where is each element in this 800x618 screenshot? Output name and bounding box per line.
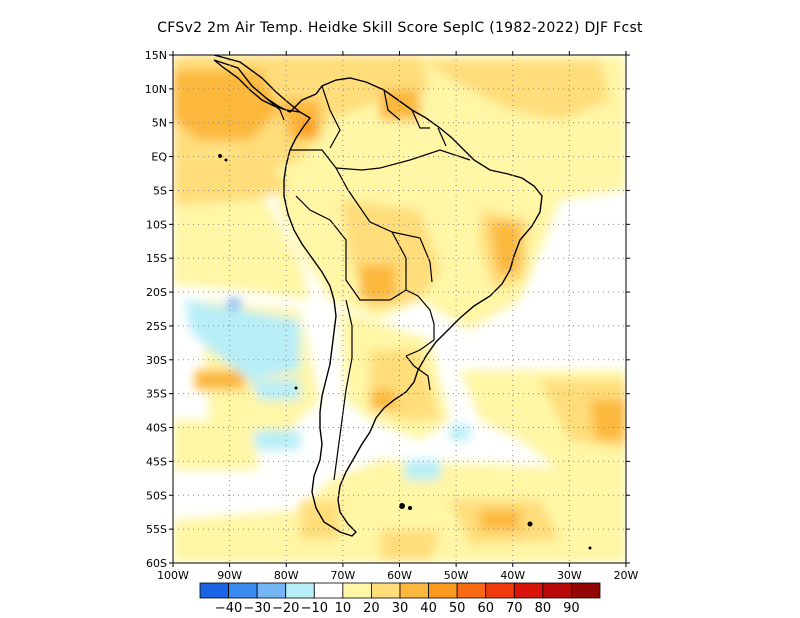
lon-label: 20W	[614, 569, 639, 582]
colorbar-swatch	[428, 582, 458, 599]
colorbar-label: −20	[272, 601, 299, 616]
lon-label: 30W	[557, 569, 582, 582]
lat-label: 45S	[146, 455, 167, 468]
colorbar-swatch	[571, 582, 601, 599]
shaded-field	[173, 55, 626, 563]
colorbar-swatch	[342, 582, 372, 599]
lat-label: 40S	[146, 422, 167, 435]
lat-label: 15S	[146, 252, 167, 265]
latitude-labels: 15N 10N 5N EQ 5S 10S 15S 20S 25S 30S 35S 40S 45S 50S 5…	[145, 49, 168, 570]
lat-label: 15N	[145, 49, 167, 62]
lat-label: 25S	[146, 320, 167, 333]
lat-label: 10N	[145, 83, 167, 96]
lat-label: EQ	[151, 151, 167, 164]
colorbar-label: 60	[477, 601, 494, 616]
lat-label: 50S	[146, 489, 167, 502]
lat-label: 30S	[146, 354, 167, 367]
colorbar-label: 10	[335, 601, 352, 616]
colorbar: −40 −30 −20 −10 10 20 30 40 50 60 70 80 90	[199, 582, 601, 616]
lat-label: 55S	[146, 523, 167, 536]
colorbar-swatch	[456, 582, 487, 599]
lat-label: 35S	[146, 388, 167, 401]
colorbar-label: −30	[243, 601, 270, 616]
colorbar-label: 50	[449, 601, 466, 616]
colorbar-swatch	[199, 582, 229, 599]
longitude-labels: 100W 90W 80W 70W 60W 50W 40W 30W 20W	[157, 569, 638, 582]
islands	[218, 154, 592, 550]
colorbar-swatch	[485, 582, 515, 599]
colorbar-swatch	[256, 582, 287, 599]
colorbar-label: 90	[563, 601, 580, 616]
colorbar-swatch	[228, 582, 258, 599]
colorbar-label: 80	[535, 601, 552, 616]
lat-label: 10S	[146, 218, 167, 231]
lat-label: 5S	[153, 184, 167, 197]
lon-label: 40W	[500, 569, 525, 582]
colorbar-swatch	[285, 582, 315, 599]
colorbar-label: 20	[363, 601, 380, 616]
axis-ticks	[169, 51, 630, 567]
colorbar-label: −40	[215, 601, 242, 616]
colorbar-swatch	[313, 582, 344, 599]
lon-label: 60W	[387, 569, 412, 582]
lon-label: 100W	[157, 569, 189, 582]
lat-label: 20S	[146, 286, 167, 299]
colorbar-label: 30	[392, 601, 409, 616]
colorbar-label: 70	[506, 601, 523, 616]
lat-label: 60S	[146, 557, 167, 570]
coastline	[213, 59, 543, 537]
colorbar-swatch	[513, 582, 544, 599]
lat-label: 5N	[152, 117, 167, 130]
colorbar-label: 40	[420, 601, 437, 616]
colorbar-swatch	[399, 582, 429, 599]
lon-label: 80W	[274, 569, 299, 582]
lon-label: 70W	[330, 569, 355, 582]
colorbar-swatch	[371, 582, 401, 599]
gridlines	[173, 55, 626, 563]
colorbar-swatch	[542, 582, 572, 599]
chart-title: CFSv2 2m Air Temp. Heidke Skill Score Se…	[157, 20, 643, 36]
colorbar-label: −10	[301, 601, 328, 616]
lon-label: 90W	[217, 569, 242, 582]
lon-label: 50W	[444, 569, 469, 582]
country-borders	[265, 85, 471, 481]
